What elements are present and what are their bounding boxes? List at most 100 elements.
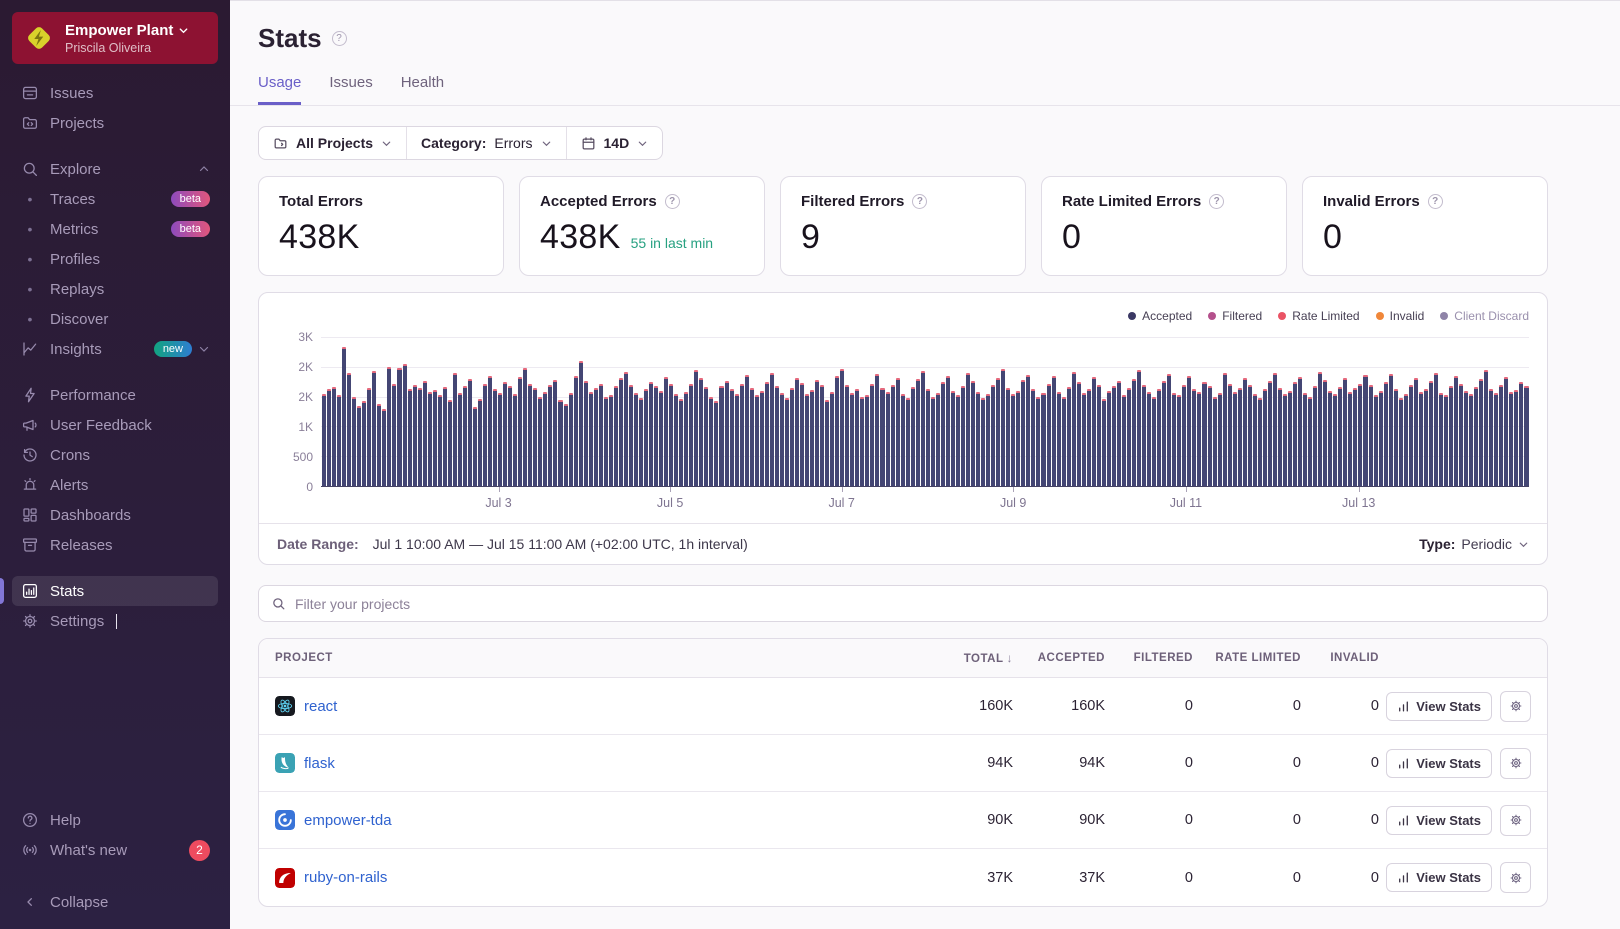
sidebar-item-user-feedback[interactable]: User Feedback [12,410,218,440]
help-circle-icon[interactable]: ? [1427,194,1443,209]
bullet-icon: • [27,191,33,207]
legend-invalid[interactable]: Invalid [1375,309,1424,323]
chart-bar [805,394,810,486]
chart-bar [1494,393,1499,486]
tab-issues[interactable]: Issues [329,74,373,91]
chart-bar [945,375,950,486]
chart-bar [1318,371,1323,486]
search-input[interactable] [295,595,1535,612]
sidebar-item-label: Crons [50,446,91,464]
help-circle-icon[interactable]: ? [664,194,680,209]
sidebar-item-issues[interactable]: Issues [12,78,218,108]
chart-bar [342,346,347,486]
stat-card-trend: 55 in last min [630,235,714,251]
project-settings-gear-button[interactable] [1500,804,1531,836]
project-link[interactable]: flask [304,754,335,772]
help-circle-icon[interactable]: ? [912,194,928,209]
bullet-icon: • [27,221,33,237]
sidebar-item-whats-new[interactable]: What's new 2 [12,835,218,865]
chart-bar [1343,378,1348,486]
project-link[interactable]: ruby-on-rails [304,869,388,886]
chart-bar [910,387,915,486]
project-settings-gear-button[interactable] [1500,862,1531,893]
org-switcher[interactable]: Empower Plant Priscila Oliveira [12,12,218,64]
chart-bar [1408,384,1413,486]
chart-bar [1267,381,1272,486]
view-stats-button[interactable]: View Stats [1386,863,1492,892]
stat-card-value: 9 [801,218,821,256]
cell-accepted: 90K [1079,812,1105,828]
chart-bar [669,384,674,486]
chart-bar [1509,391,1514,486]
chart-bar [513,394,518,486]
sidebar-item-performance[interactable]: Performance [12,380,218,410]
project-link[interactable]: react [304,697,338,715]
sidebar-item-dashboards[interactable]: Dashboards [12,500,218,530]
y-axis-tick-label: 2K [298,360,313,374]
sidebar-item-metrics[interactable]: • Metrics beta [12,214,218,244]
col-project[interactable]: PROJECT [275,652,333,664]
chart-bar [372,370,377,486]
sidebar-item-releases[interactable]: Releases [12,530,218,560]
sidebar-item-insights[interactable]: Insights new [12,334,218,364]
chart-bar [815,379,820,486]
col-rate-limited[interactable]: RATE LIMITED [1215,652,1301,664]
project-link[interactable]: empower-tda [304,811,392,829]
chart-bar [744,375,749,486]
date-range-dropdown[interactable]: 14D [565,127,663,159]
chart-bar [1308,396,1313,486]
sidebar-item-explore[interactable]: Explore [12,154,218,184]
sidebar-item-discover[interactable]: • Discover [12,304,218,334]
legend-dot [1128,312,1137,320]
chart-bar [890,384,895,486]
legend-filtered[interactable]: Filtered [1208,309,1262,323]
sidebar-item-projects[interactable]: Projects [12,108,218,138]
chart-bar [583,381,588,486]
chart-bar [1423,388,1428,486]
legend-rate-limited[interactable]: Rate Limited [1278,309,1360,323]
col-total[interactable]: TOTAL ↓ [963,651,1013,665]
view-stats-button[interactable]: View Stats [1386,691,1492,721]
chart-bar [1403,393,1408,486]
chart-bar [684,391,689,486]
view-stats-button[interactable]: View Stats [1386,748,1492,778]
sidebar-item-profiles[interactable]: • Profiles [12,244,218,274]
sidebar-item-replays[interactable]: • Replays [12,274,218,304]
chart-bar [1298,376,1303,486]
page-filter-bar: All Projects Category: Errors 14D [258,126,664,160]
project-settings-gear-button[interactable] [1500,747,1531,779]
tab-usage[interactable]: Usage [258,74,302,105]
sidebar-item-settings[interactable]: Settings [12,606,218,636]
chart-bar [1026,374,1031,486]
project-settings-gear-button[interactable] [1500,690,1531,722]
sidebar-collapse-button[interactable]: Collapse [12,887,218,917]
view-stats-button[interactable]: View Stats [1386,805,1492,835]
sidebar-item-crons[interactable]: Crons [12,440,218,470]
sidebar-item-label: Replays [50,280,105,298]
legend-label: Accepted [1142,309,1193,323]
chart-bar [1101,398,1106,486]
chart-bar [1428,380,1433,486]
col-accepted[interactable]: ACCEPTED [1037,652,1105,664]
bullet-icon: • [27,251,33,267]
chart-bar [1348,392,1353,486]
project-filter-dropdown[interactable]: All Projects [259,127,406,159]
sidebar-item-stats[interactable]: Stats [0,576,218,606]
sidebar-item-traces[interactable]: • Traces beta [12,184,218,214]
sidebar-item-help[interactable]: Help [12,805,218,835]
cell-filtered: 0 [1184,698,1193,714]
help-circle-icon[interactable]: ? [1209,194,1225,209]
help-circle-icon[interactable]: ? [331,31,347,46]
chevron-down-icon [179,27,188,33]
col-filtered[interactable]: FILTERED [1133,652,1193,664]
cell-rate-limited: 0 [1292,698,1301,714]
search-icon [20,160,40,178]
tab-health[interactable]: Health [400,74,445,91]
sidebar-item-alerts[interactable]: Alerts [12,470,218,500]
col-invalid[interactable]: INVALID [1330,652,1379,664]
type-dropdown[interactable]: Type: Periodic [1419,536,1529,552]
category-filter-dropdown[interactable]: Category: Errors [406,127,565,159]
legend-accepted[interactable]: Accepted [1128,309,1192,323]
chart-bar [1142,384,1147,486]
legend-client-discard[interactable]: Client Discard [1440,309,1529,323]
